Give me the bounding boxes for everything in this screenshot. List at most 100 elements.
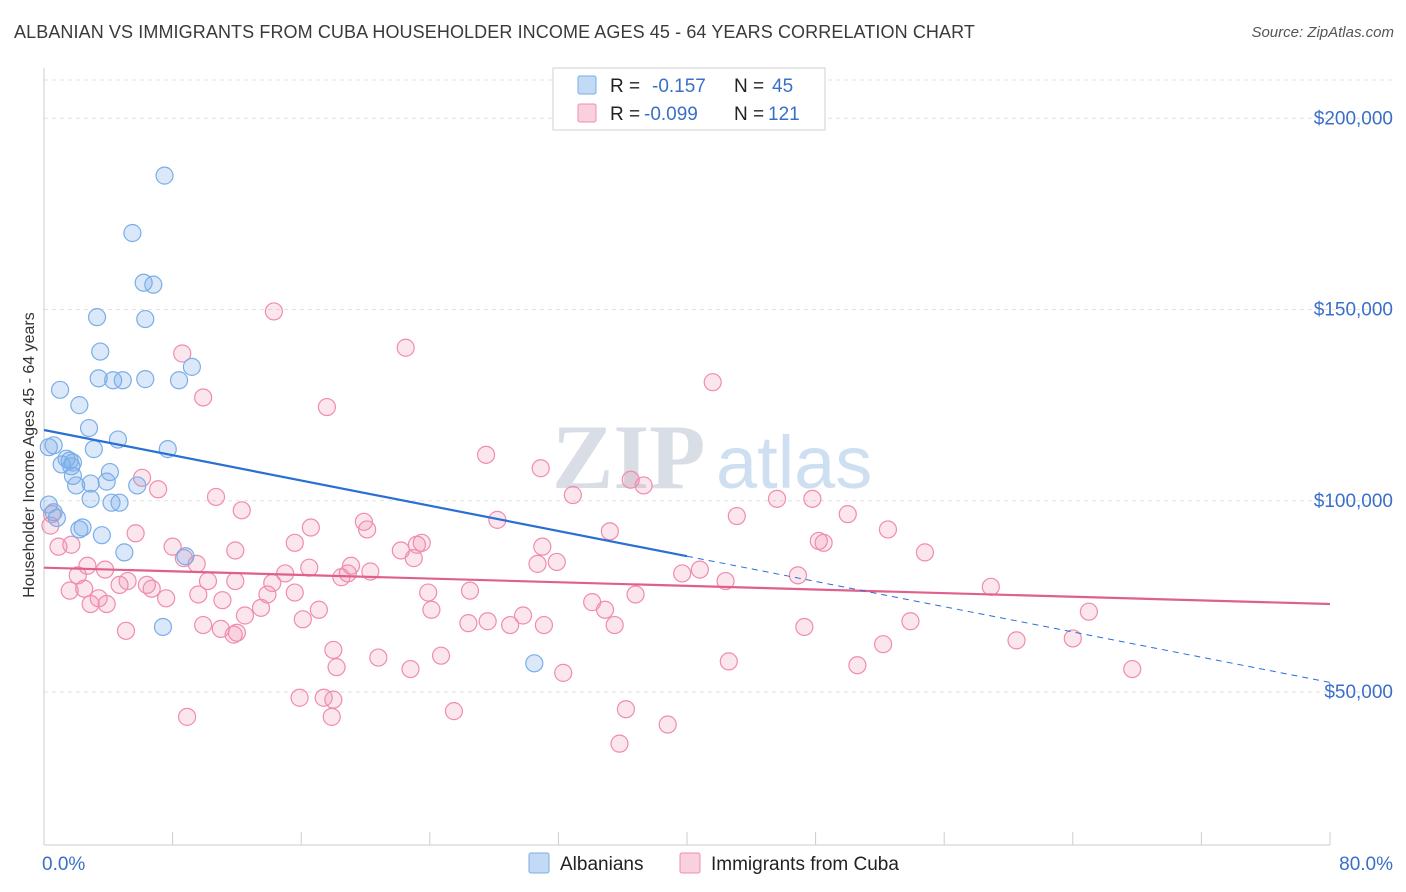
data-point [533,537,552,556]
data-point [92,526,111,545]
data-point [358,520,377,539]
data-point [634,476,653,495]
data-point [251,598,271,617]
data-point [1079,602,1098,621]
data-point [97,594,116,614]
data-point [412,533,431,552]
watermark-atlas: atlas [716,421,872,504]
data-point [63,466,83,485]
data-point [226,541,245,560]
data-point [1063,629,1082,648]
data-point [534,615,554,635]
data-point [227,623,246,642]
data-point [194,388,213,407]
data-point [901,612,920,631]
data-point [285,533,304,552]
data-point [554,663,573,682]
data-point [727,506,746,526]
data-point [115,543,134,562]
legend-r-label: R = [610,76,640,97]
data-point [767,489,787,508]
data-point [189,585,208,604]
data-point [232,501,251,520]
legend-swatch-blue [577,75,597,95]
data-point [324,690,343,709]
legend-n-value: 45 [772,76,793,97]
data-point [81,474,100,493]
data-point [301,518,320,537]
data-point [110,575,129,595]
data-point [501,615,520,635]
y-tick-label: $50,000 [1324,682,1393,703]
series-albanians [39,166,544,673]
data-point [317,397,337,417]
data-point [476,445,496,464]
data-point [341,556,361,575]
legend-r-value: -0.099 [644,104,698,125]
data-point [169,371,189,390]
data-point [285,583,304,602]
data-point [136,370,155,389]
data-point [163,537,182,556]
correlation-legend: R = -0.157 N = 45 R = -0.099 N = 121 [552,67,826,131]
y-tick-label: $100,000 [1314,491,1393,512]
data-point [70,396,89,415]
legend-label-albanians: Albanians [560,854,643,875]
legend-n-label: N = [734,76,764,97]
data-point [89,369,108,388]
data-point [100,462,120,482]
data-point [176,547,195,566]
data-point [293,610,312,629]
legend-r-value: -0.157 [652,76,706,97]
data-point [78,556,97,575]
legend-swatch-albanians [528,852,550,874]
data-point [157,589,176,608]
data-point [235,606,255,625]
legend-swatch-immigrants-from-cuba [679,852,701,874]
data-point [206,487,226,507]
data-point [547,552,566,572]
data-point [73,518,92,537]
data-point [110,493,129,512]
trendline-immigrants-from-cuba [43,566,1331,606]
data-point [155,166,174,185]
x-tick-label: 0.0% [42,854,85,875]
data-point [123,223,142,243]
legend-swatch-pink [577,103,597,123]
data-point [563,485,582,505]
x-tick-label: 80.0% [1339,854,1393,875]
data-point [226,571,245,591]
watermark: ZIP atlas [552,406,872,508]
data-point [113,371,132,390]
data-point [595,600,615,619]
data-point [47,508,66,528]
data-point [60,581,79,600]
data-point [878,520,898,539]
data-point [528,554,547,573]
legend-n-label: N = [734,104,764,125]
source-label: Source: ZipAtlas.com [1251,24,1394,41]
y-tick-label: $150,000 [1314,300,1393,321]
axes-layer [43,68,1331,846]
data-point [149,480,168,499]
data-point [81,489,100,508]
data-point [874,635,893,654]
data-point [803,489,822,508]
data-point [322,707,341,726]
data-point [915,543,935,562]
data-point [44,436,63,455]
data-point [173,344,192,363]
data-point [126,524,145,543]
data-point [626,585,645,604]
data-point [39,495,58,514]
data-point [309,600,328,619]
data-point [224,625,243,644]
data-point [116,621,136,640]
data-point [91,342,110,361]
data-point [401,659,420,679]
data-point [396,338,415,357]
trendlines [43,428,1331,683]
series-legend: Albanians Immigrants from Cuba [528,852,899,875]
data-point [525,654,544,673]
